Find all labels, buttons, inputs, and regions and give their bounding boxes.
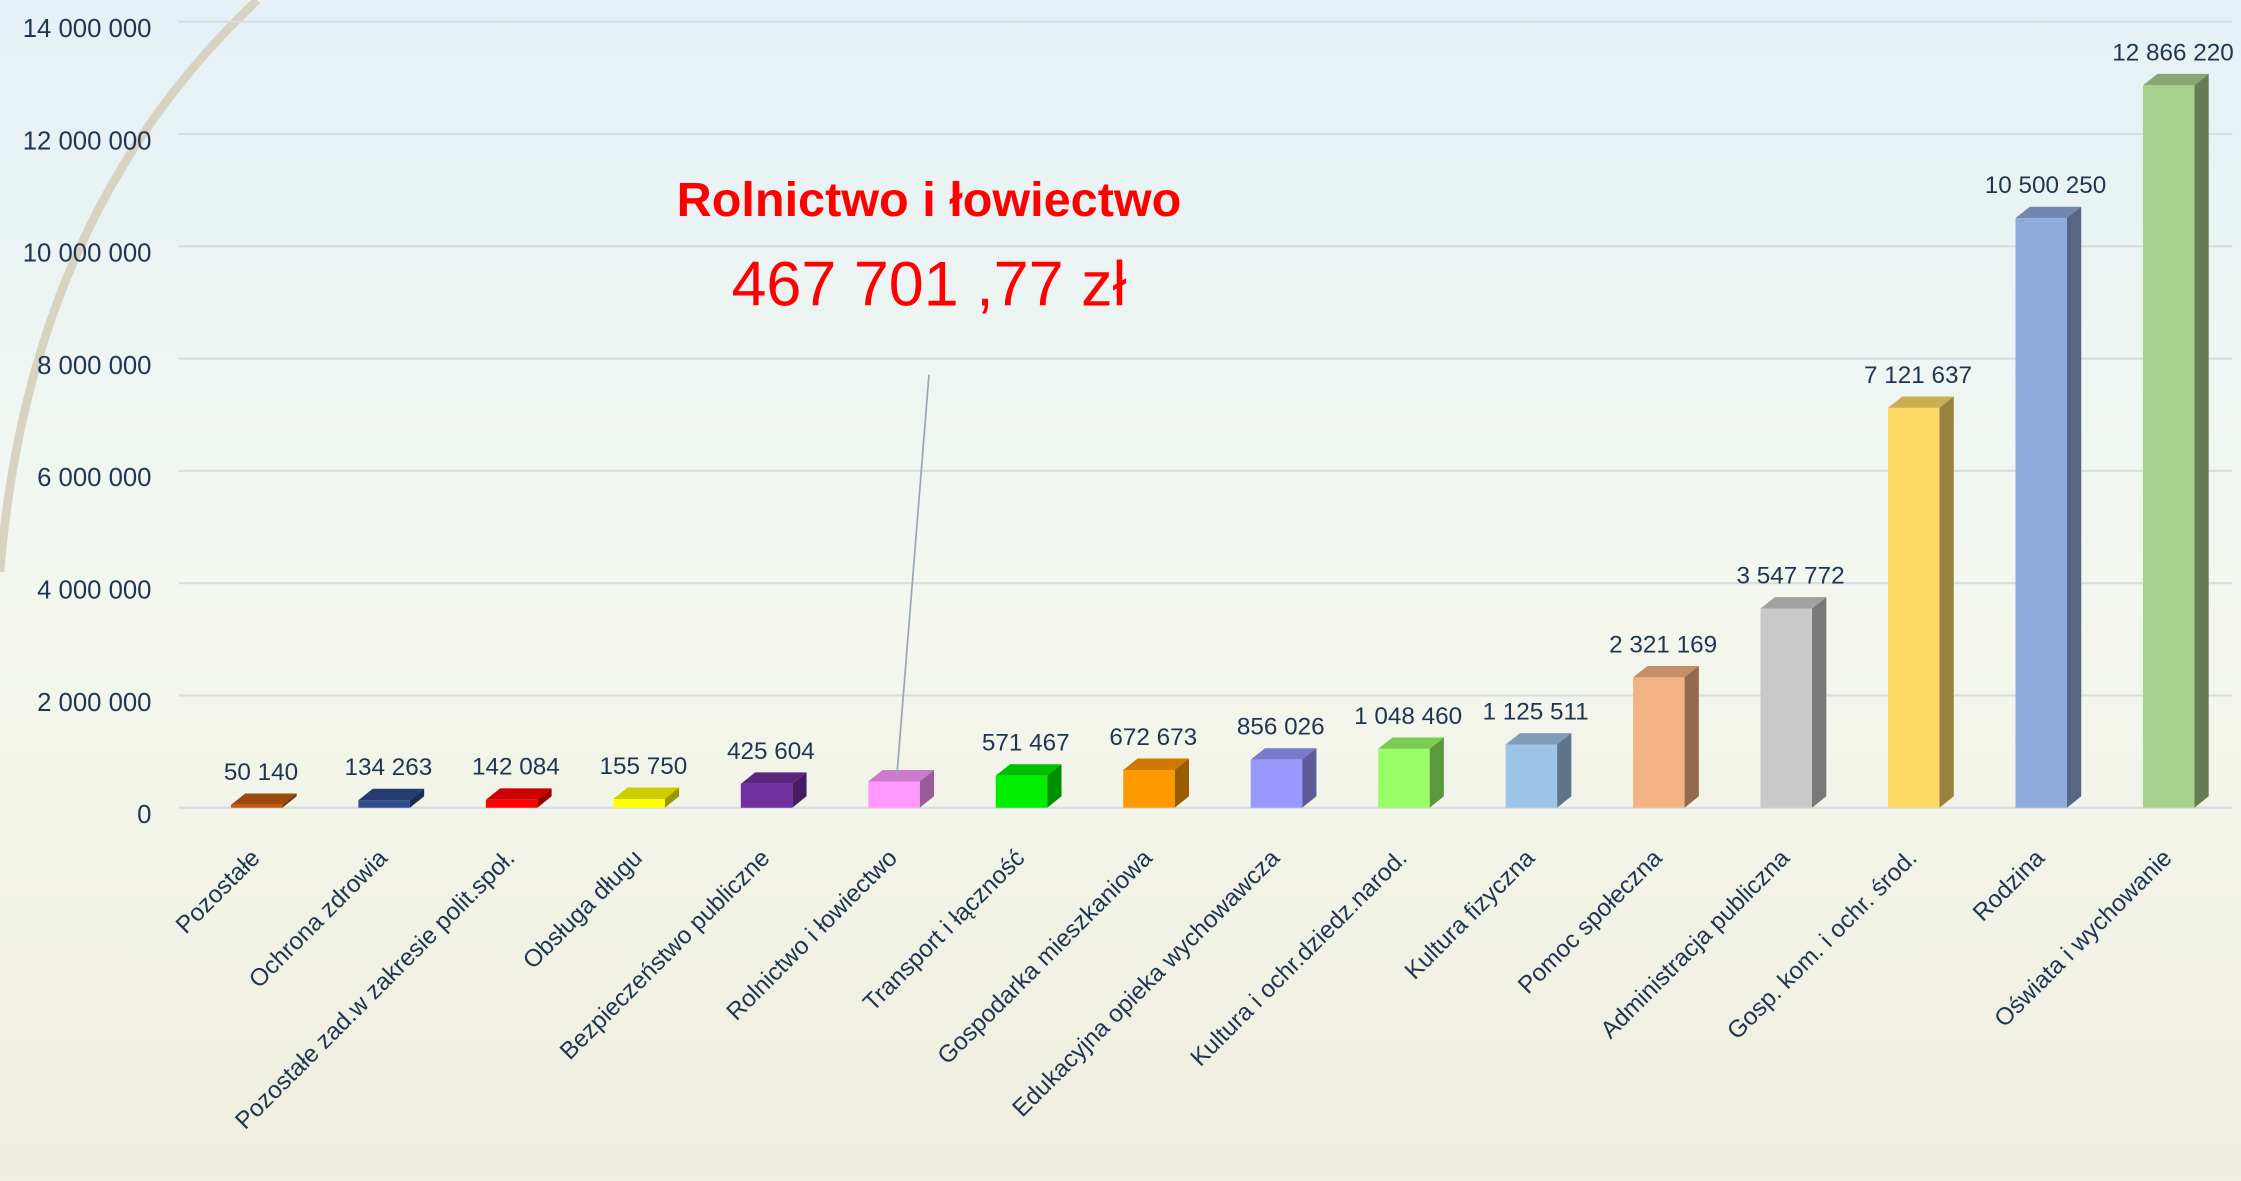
y-tick-label: 10 000 000 bbox=[23, 240, 152, 268]
annotation-text: 467 701 ,77 zł bbox=[731, 250, 1126, 320]
bar bbox=[1633, 677, 1685, 808]
bar bbox=[868, 781, 920, 808]
value-label: 50 140 bbox=[224, 759, 298, 786]
value-label: 1 125 511 bbox=[1483, 699, 1589, 726]
bar-side bbox=[2194, 73, 2209, 808]
bar-top bbox=[1633, 665, 1699, 678]
bar-top bbox=[1123, 758, 1189, 770]
bar-side bbox=[282, 793, 297, 808]
bar bbox=[1250, 759, 1303, 808]
value-label: 155 750 bbox=[599, 753, 687, 780]
value-label: 571 467 bbox=[982, 730, 1070, 757]
y-tick-label: 14 000 000 bbox=[23, 15, 152, 43]
y-tick-label: 4 000 000 bbox=[37, 577, 151, 605]
value-label: 134 263 bbox=[345, 754, 433, 781]
bar bbox=[740, 783, 793, 808]
value-label: 12 866 220 bbox=[2112, 39, 2234, 66]
bar bbox=[995, 775, 1048, 808]
value-label: 10 500 250 bbox=[1985, 172, 2107, 199]
bar-side bbox=[1429, 737, 1444, 808]
bar-top bbox=[2142, 73, 2209, 86]
bar bbox=[2015, 218, 2067, 808]
y-tick-label: 0 bbox=[137, 801, 151, 829]
bar-top bbox=[613, 787, 680, 799]
annotation-title: Rolnictwo i łowiectwo bbox=[677, 173, 1182, 227]
decor-arc bbox=[0, 0, 261, 573]
bar-top bbox=[1250, 748, 1317, 760]
bar bbox=[1123, 769, 1175, 808]
bar-top bbox=[1505, 733, 1572, 745]
bar bbox=[1505, 744, 1558, 808]
bar-top bbox=[740, 772, 807, 784]
bar-top bbox=[485, 788, 552, 800]
bar-top bbox=[995, 764, 1062, 776]
bar-side bbox=[664, 787, 680, 808]
annotation-line bbox=[896, 374, 930, 776]
y-tick-label: 6 000 000 bbox=[37, 464, 151, 492]
bar-top bbox=[1888, 396, 1954, 408]
bar-top bbox=[2015, 206, 2082, 219]
value-label: 3 547 772 bbox=[1737, 563, 1845, 590]
y-tick-label: 2 000 000 bbox=[37, 689, 151, 717]
bar bbox=[1888, 407, 1940, 808]
bar-side bbox=[1302, 748, 1317, 808]
bar-top bbox=[1760, 597, 1827, 609]
bar-top bbox=[1378, 737, 1444, 749]
bar-side bbox=[1047, 764, 1062, 808]
bar-side bbox=[2066, 206, 2082, 808]
value-label: 1 048 460 bbox=[1354, 703, 1462, 730]
bar-side bbox=[1174, 758, 1189, 808]
bar-side bbox=[1939, 396, 1954, 808]
bar bbox=[358, 800, 410, 808]
bar-top bbox=[868, 770, 935, 782]
bar-side bbox=[409, 788, 425, 808]
bar bbox=[613, 798, 665, 808]
value-label: 672 673 bbox=[1109, 724, 1197, 751]
bar-top bbox=[358, 788, 425, 801]
bar bbox=[485, 799, 538, 808]
value-label: 142 084 bbox=[472, 754, 560, 781]
bar bbox=[230, 804, 283, 808]
y-tick-label: 12 000 000 bbox=[23, 127, 152, 155]
bar-top bbox=[230, 793, 297, 805]
bar bbox=[1378, 748, 1430, 808]
value-label: 856 026 bbox=[1237, 714, 1325, 741]
bar-side bbox=[1812, 597, 1827, 808]
bar bbox=[1760, 608, 1813, 808]
bar-side bbox=[919, 770, 935, 808]
bar-side bbox=[1684, 665, 1699, 808]
value-label: 425 604 bbox=[727, 738, 815, 765]
value-label: 2 321 169 bbox=[1609, 631, 1717, 658]
y-tick-label: 8 000 000 bbox=[37, 352, 151, 380]
value-label: 7 121 637 bbox=[1864, 362, 1972, 389]
bar-side bbox=[792, 772, 807, 808]
bar bbox=[2142, 85, 2195, 808]
bar-side bbox=[1557, 733, 1572, 808]
bar-side bbox=[537, 788, 552, 808]
